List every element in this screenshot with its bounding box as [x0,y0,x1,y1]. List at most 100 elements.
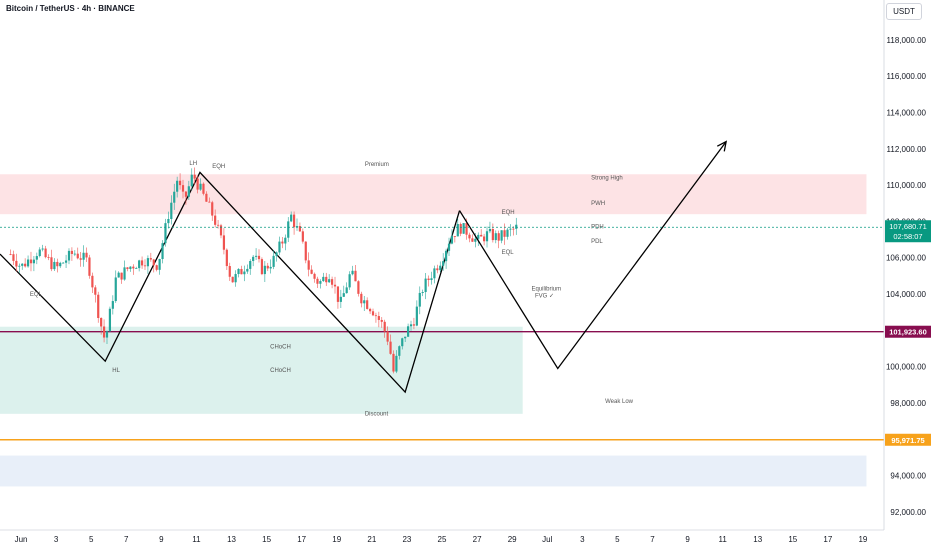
candle-body [164,223,167,244]
current-price-badge [885,220,931,243]
candle-body [360,293,363,304]
candle-body [465,223,468,235]
candle-body [70,250,74,254]
candle-body [257,255,261,260]
annotation-8: CHoCH [270,344,291,350]
candle-body [199,183,202,190]
candle-body [444,250,448,262]
candle-body [450,236,454,244]
candle-body [328,279,331,283]
candle-body [187,186,190,197]
candle-body [18,265,21,267]
candle-body [301,231,304,242]
y-tick-label-4: 100,000.00 [886,363,927,372]
candle-body [298,226,302,232]
candle-body [53,261,56,270]
candle-body [409,324,413,327]
candle-body [304,241,307,261]
candle-body [512,228,515,230]
candle-body [491,229,494,241]
candle-body [398,346,401,356]
x-tick-label-21: 13 [753,535,762,544]
current-price-countdown: 02:58:07 [893,232,922,241]
y-tick-label-12: 116,000.00 [887,72,927,81]
candle-body [290,214,293,222]
candle-body [351,270,354,275]
candle-body [181,185,185,192]
candle-body [249,261,252,269]
candle-body [325,276,328,283]
candle-body [316,278,319,284]
annotation-0: Strong High [591,175,623,181]
candle-body [82,252,85,260]
x-tick-label-17: 5 [615,535,620,544]
candle-body [480,234,483,237]
y-tick-label-1: 94,000.00 [890,472,926,481]
candle-body [281,241,284,244]
x-tick-label-4: 9 [159,535,164,544]
x-tick-label-0: Jun [15,535,28,544]
annotation-15: EQL [502,250,515,256]
candle-body [468,234,471,239]
candle-body [120,272,123,280]
candle-body [190,174,193,187]
candle-body [155,265,158,270]
candle-body [146,258,150,267]
x-tick-label-8: 17 [297,535,306,544]
candle-body [246,268,249,272]
candle-body [307,260,310,270]
candle-body [497,233,500,241]
candle-body [21,263,24,266]
x-tick-label-1: 3 [54,535,59,544]
currency-button[interactable]: USDT [886,3,922,20]
candle-body [176,180,179,192]
level-badge-1 [885,433,931,446]
x-tick-label-2: 5 [89,535,94,544]
candle-body [219,225,223,236]
candle-body [319,281,322,284]
candle-body [418,292,421,307]
candle-body [269,266,272,269]
candle-body [389,341,392,354]
candle-body [240,268,243,275]
candle-body [234,274,237,283]
candle-body [41,248,44,250]
candle-body [436,268,439,271]
candle-body [386,331,389,342]
x-tick-label-11: 23 [402,535,411,544]
candle-body [339,296,342,302]
x-tick-label-12: 25 [438,535,447,544]
x-tick-label-6: 13 [227,535,236,544]
candle-body [111,301,114,309]
annotation-11: HL [112,368,120,374]
candle-body [401,338,404,347]
candles [9,167,518,374]
candle-body [152,259,155,266]
candle-body [430,278,433,281]
candle-body [439,265,442,271]
candle-body [173,191,176,203]
candle-body [447,243,451,251]
candle-body [129,266,132,270]
candle-body [515,224,518,229]
candle-body [196,178,199,190]
discount-zone [0,326,523,414]
candle-body [433,268,436,279]
candle-body [313,273,316,279]
candle-body [237,268,240,275]
candle-body [105,331,109,338]
y-tick-label-6: 104,000.00 [886,290,927,299]
x-tick-label-23: 17 [823,535,832,544]
candle-body [406,326,410,337]
candle-body [295,226,299,228]
candle-body [392,353,395,372]
candle-body [354,270,357,282]
lower-blue-zone [0,455,867,487]
candle-body [254,255,258,257]
candle-body [500,230,503,241]
candle-body [503,230,506,237]
candle-body [459,224,462,234]
level-badge-label-0: 101,923.60 [889,328,927,337]
candle-body [79,258,82,260]
